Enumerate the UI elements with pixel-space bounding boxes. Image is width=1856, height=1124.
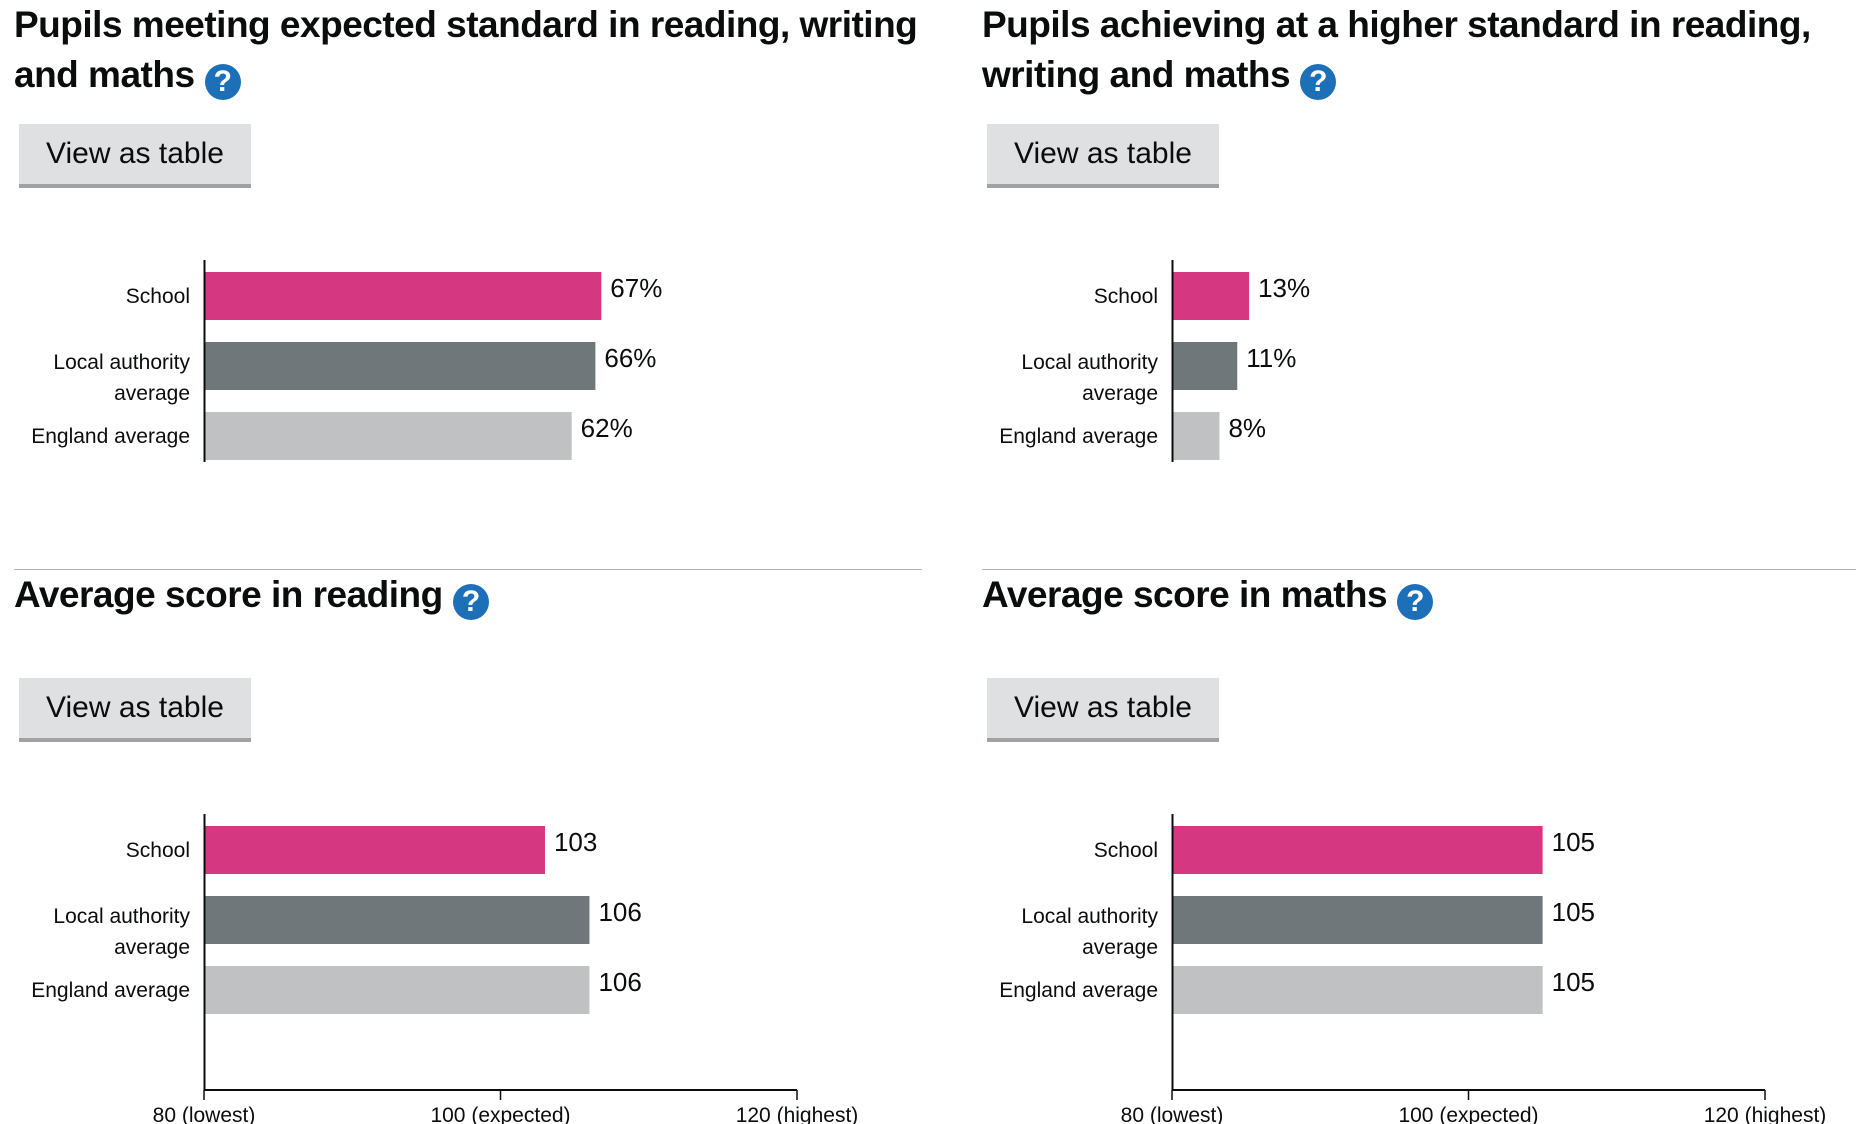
bar-value-label: 105	[1552, 967, 1595, 997]
bar-school	[1172, 272, 1250, 320]
bar-value-label: 62%	[581, 413, 633, 443]
x-tick-label: 100 (expected)	[430, 1104, 570, 1124]
bar-local-authority	[204, 342, 596, 390]
bar-value-label: 13%	[1258, 273, 1310, 303]
bar-value-label: 105	[1552, 897, 1595, 927]
chart-svg: 105 School 105 Local authority average 105 Eng…	[999, 814, 1827, 1124]
bar-chart: 105 School 105 Local authority average 105 Eng…	[982, 794, 1856, 1124]
category-label: School	[126, 839, 190, 862]
panel-maths-score: Average score in maths? View as table 10…	[982, 570, 1856, 1124]
category-label: School	[1094, 285, 1158, 308]
panel-expected-standard: Pupils meeting expected standard in read…	[14, 0, 934, 462]
panel-title-text: Pupils achieving at a higher standard in…	[982, 4, 1811, 95]
bar-value-label: 105	[1552, 827, 1595, 857]
panel-title-text: Average score in reading	[14, 574, 443, 615]
help-icon[interactable]: ?	[204, 64, 241, 100]
section-divider	[14, 569, 922, 570]
bar-chart: 13% School 11% Local authority average 8% Engl…	[982, 240, 1856, 500]
bar-chart: 67% School 66% Local authority average 62% Eng…	[14, 240, 934, 500]
chart-svg: 13% School 11% Local authority average 8% Engl…	[999, 260, 1310, 462]
panel-higher-standard: Pupils achieving at a higher standard in…	[982, 0, 1856, 462]
category-label: Local authority average	[53, 351, 190, 405]
category-label: Local authority average	[53, 905, 190, 959]
bar-value-label: 67%	[610, 273, 662, 303]
bar-value-label: 103	[554, 827, 597, 857]
category-label: Local authority average	[1021, 351, 1158, 405]
bar-england	[1172, 412, 1220, 460]
view-as-table-button[interactable]: View as table	[19, 124, 251, 188]
bar-school	[204, 826, 545, 874]
category-label: England average	[999, 425, 1158, 448]
bar-school	[1172, 826, 1543, 874]
x-tick-label: 80 (lowest)	[153, 1104, 256, 1124]
panel-reading-score: Average score in reading? View as table …	[14, 570, 934, 1124]
bar-value-label: 11%	[1246, 343, 1296, 373]
bar-local-authority	[1172, 342, 1238, 390]
x-tick-label: 80 (lowest)	[1121, 1104, 1224, 1124]
bar-local-authority	[1172, 896, 1543, 944]
category-label: School	[1094, 839, 1158, 862]
help-icon[interactable]: ?	[1300, 64, 1337, 100]
bar-chart: 103 School 106 Local authority average 106 Eng…	[14, 794, 934, 1124]
panel-title-text: Pupils meeting expected standard in read…	[14, 4, 918, 95]
category-label: England average	[999, 979, 1158, 1002]
chart-svg: 67% School 66% Local authority average 62% Eng…	[31, 260, 662, 462]
bar-value-label: 8%	[1228, 413, 1266, 443]
panel-title: Pupils achieving at a higher standard in…	[982, 0, 1856, 100]
panel-title: Pupils meeting expected standard in read…	[14, 0, 934, 100]
bar-england	[1172, 966, 1543, 1014]
bar-school	[204, 272, 602, 320]
category-label: England average	[31, 425, 190, 448]
help-icon[interactable]: ?	[452, 584, 489, 620]
view-as-table-button[interactable]: View as table	[987, 124, 1219, 188]
view-as-table-button[interactable]: View as table	[987, 678, 1219, 742]
bar-value-label: 66%	[604, 343, 656, 373]
category-label: Local authority average	[1021, 905, 1158, 959]
panel-title: Average score in reading?	[14, 570, 934, 620]
bar-value-label: 106	[598, 967, 641, 997]
x-tick-label: 120 (highest)	[1704, 1104, 1827, 1124]
bar-england	[204, 412, 572, 460]
x-tick-label: 120 (highest)	[736, 1104, 859, 1124]
help-icon[interactable]: ?	[1397, 584, 1434, 620]
category-label: England average	[31, 979, 190, 1002]
x-tick-label: 100 (expected)	[1398, 1104, 1538, 1124]
category-label: School	[126, 285, 190, 308]
bar-local-authority	[204, 896, 590, 944]
panel-title: Average score in maths?	[982, 570, 1856, 620]
bar-england	[204, 966, 590, 1014]
chart-svg: 103 School 106 Local authority average 106 Eng…	[31, 814, 859, 1124]
section-divider	[982, 569, 1856, 570]
view-as-table-button[interactable]: View as table	[19, 678, 251, 742]
panel-title-text: Average score in maths	[982, 574, 1388, 615]
bar-value-label: 106	[598, 897, 641, 927]
